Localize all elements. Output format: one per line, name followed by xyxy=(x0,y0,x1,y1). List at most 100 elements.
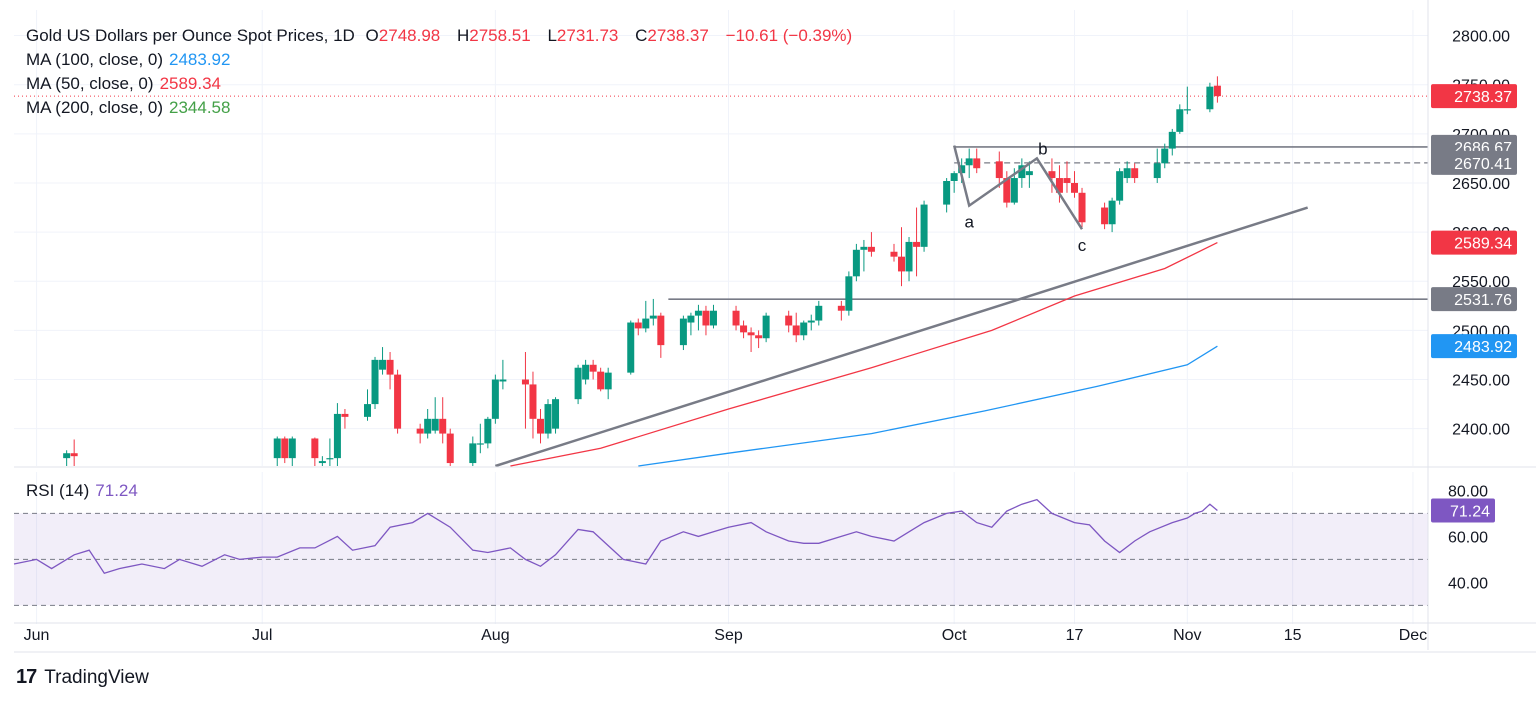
wave-label-c: c xyxy=(1078,236,1087,255)
legend-ohlc: Gold US Dollars per Ounce Spot Prices, 1… xyxy=(26,25,858,47)
candle xyxy=(965,148,973,179)
rsi-tick-label: 60.00 xyxy=(1448,529,1488,546)
candle-body xyxy=(326,458,334,460)
candle-body xyxy=(740,325,748,333)
candle xyxy=(386,352,394,390)
y-tick-label: 2650.00 xyxy=(1452,176,1510,193)
open-label: O xyxy=(365,26,379,45)
price-tag-bg xyxy=(1431,84,1517,109)
candle xyxy=(574,364,582,405)
candle xyxy=(1101,202,1109,230)
candle xyxy=(521,352,529,429)
y-tick-label: 2800.00 xyxy=(1452,29,1510,46)
candle-body xyxy=(747,332,755,336)
candle xyxy=(1108,197,1116,233)
candle xyxy=(657,312,665,358)
candle xyxy=(709,304,717,329)
close-value: 2738.37 xyxy=(647,26,709,45)
candle-body xyxy=(950,173,958,181)
candle xyxy=(1168,128,1176,156)
candle xyxy=(1018,158,1026,188)
candle xyxy=(589,359,597,380)
candle xyxy=(70,439,78,466)
ma100-line xyxy=(638,345,1218,467)
candle xyxy=(544,399,552,439)
candle xyxy=(740,320,748,339)
change-value: −10.61 (−0.39%) xyxy=(725,26,853,45)
candle xyxy=(318,456,326,466)
x-tick-label: Oct xyxy=(942,627,967,644)
candle xyxy=(732,305,740,331)
candle-body xyxy=(867,246,875,252)
candle xyxy=(785,310,793,333)
candle xyxy=(484,416,492,449)
price-tag: 2531.76 xyxy=(1431,287,1517,312)
candle xyxy=(1161,143,1169,169)
open-value: 2748.98 xyxy=(378,26,441,45)
candle xyxy=(1183,86,1191,115)
candle-body xyxy=(1161,148,1169,164)
candle xyxy=(845,271,853,316)
candle xyxy=(1003,171,1011,208)
candle xyxy=(371,356,379,409)
candle-body xyxy=(431,418,439,431)
candle-body xyxy=(1153,163,1161,179)
candle xyxy=(536,409,544,444)
candle xyxy=(341,409,349,429)
candle-body xyxy=(642,318,650,329)
candle-body xyxy=(702,310,710,326)
candle-body xyxy=(973,158,981,169)
candle xyxy=(860,239,868,272)
candle-body xyxy=(1101,207,1109,225)
candle xyxy=(634,318,642,336)
candle xyxy=(995,151,1003,188)
candle-body xyxy=(529,384,537,419)
candle-body xyxy=(1010,178,1018,203)
high-value: 2758.51 xyxy=(469,26,531,45)
candle-body xyxy=(311,438,319,459)
tradingview-footer[interactable]: 17 TradingView xyxy=(16,666,149,689)
rsi-line xyxy=(13,498,1218,574)
candle xyxy=(1063,161,1071,193)
wave-label-b: b xyxy=(1038,139,1047,158)
candle xyxy=(679,315,687,351)
moving-averages xyxy=(510,242,1218,467)
candle xyxy=(800,320,808,341)
candle xyxy=(63,450,71,466)
candle xyxy=(1123,161,1131,183)
candle-body xyxy=(1108,200,1116,225)
candle-body xyxy=(1131,168,1139,179)
x-tick-label: Aug xyxy=(481,627,509,644)
candle xyxy=(913,207,921,277)
candle xyxy=(694,304,702,331)
candle xyxy=(807,314,815,331)
candle-body xyxy=(1183,109,1191,111)
candle-body xyxy=(1168,131,1176,149)
ma50-label: MA (50, close, 0) xyxy=(26,74,154,93)
candle xyxy=(311,437,319,466)
candle xyxy=(604,367,612,400)
candle xyxy=(424,409,432,439)
candle-body xyxy=(792,325,800,336)
price-tag-text: 2483.92 xyxy=(1454,339,1512,356)
candle xyxy=(552,397,560,434)
candle xyxy=(1078,187,1086,228)
candle-body xyxy=(491,379,499,419)
x-tick-label: Sep xyxy=(714,627,743,644)
candle-body xyxy=(1078,192,1086,223)
candle-body xyxy=(484,418,492,444)
rsi-tag-text: 71.24 xyxy=(1450,504,1490,521)
candle-body xyxy=(589,364,597,372)
candle-body xyxy=(852,249,860,277)
candle-body xyxy=(634,322,642,329)
candle xyxy=(288,436,296,466)
legend-title: Gold US Dollars per Ounce Spot Prices, 1… xyxy=(26,26,355,45)
candle xyxy=(439,397,447,444)
legend-ma100: MA (100, close, 0) 2483.92 xyxy=(26,49,236,71)
candle xyxy=(273,436,281,466)
abc-zigzag xyxy=(952,145,1084,230)
candle xyxy=(973,148,981,174)
candle-body xyxy=(1048,171,1056,179)
candle xyxy=(394,369,402,434)
